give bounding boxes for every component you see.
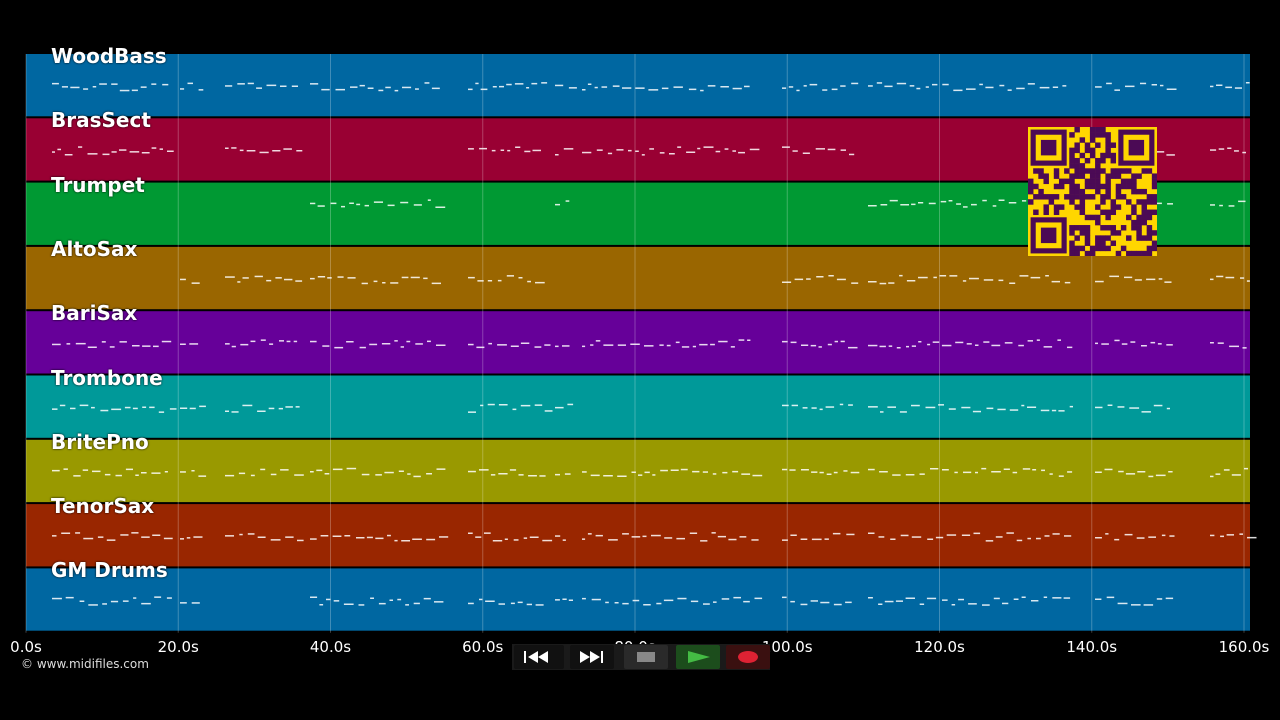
note-group <box>52 339 1247 349</box>
note-group <box>52 596 1174 606</box>
track-label: BritePno <box>51 429 149 454</box>
qr-code-icon <box>1028 127 1157 256</box>
time-tick-label: 40.0s <box>309 638 352 656</box>
track-label: TenorSax <box>51 494 155 519</box>
track-label: AltoSax <box>51 236 138 261</box>
copyright-text: © www.midifiles.com <box>21 657 149 671</box>
time-tick-label: 100.0s <box>761 638 813 656</box>
track-label: Trombone <box>51 365 163 390</box>
play-button[interactable] <box>676 645 720 669</box>
track-label: BrasSect <box>51 108 151 133</box>
play-icon <box>688 651 710 663</box>
rewind-icon <box>524 651 548 663</box>
note-group <box>52 467 1248 478</box>
note-group <box>180 274 1250 285</box>
note-group <box>52 146 1246 156</box>
time-tick-label: 60.0s <box>462 638 504 656</box>
stop-button[interactable] <box>624 645 668 669</box>
record-button[interactable] <box>726 645 770 669</box>
time-tick-label: 0.0s <box>10 638 42 656</box>
note-group <box>52 82 1250 92</box>
track-label: GM Drums <box>51 558 168 583</box>
track-lane <box>26 311 1250 374</box>
fast-forward-button[interactable] <box>570 645 614 669</box>
track-lane <box>26 54 1250 117</box>
transport-controls <box>512 644 770 670</box>
track-lane <box>26 375 1250 438</box>
piano-roll <box>25 54 1257 633</box>
time-tick-label: 140.0s <box>1066 638 1118 656</box>
rewind-button[interactable] <box>514 645 564 669</box>
note-group <box>52 403 1170 413</box>
note-group <box>52 532 1257 542</box>
track-lane <box>26 439 1250 503</box>
time-tick-label: 120.0s <box>914 638 965 656</box>
time-tick-label: 20.0s <box>157 638 199 656</box>
track-lane <box>26 246 1250 310</box>
stop-icon <box>637 652 655 662</box>
track-label: Trumpet <box>51 172 145 197</box>
fast-forward-icon <box>580 651 603 663</box>
time-tick-label: 160.0s <box>1218 638 1270 656</box>
track-label: WoodBass <box>51 44 167 68</box>
record-icon <box>738 651 758 663</box>
track-label: BariSax <box>51 301 138 326</box>
track-lane <box>26 568 1250 631</box>
